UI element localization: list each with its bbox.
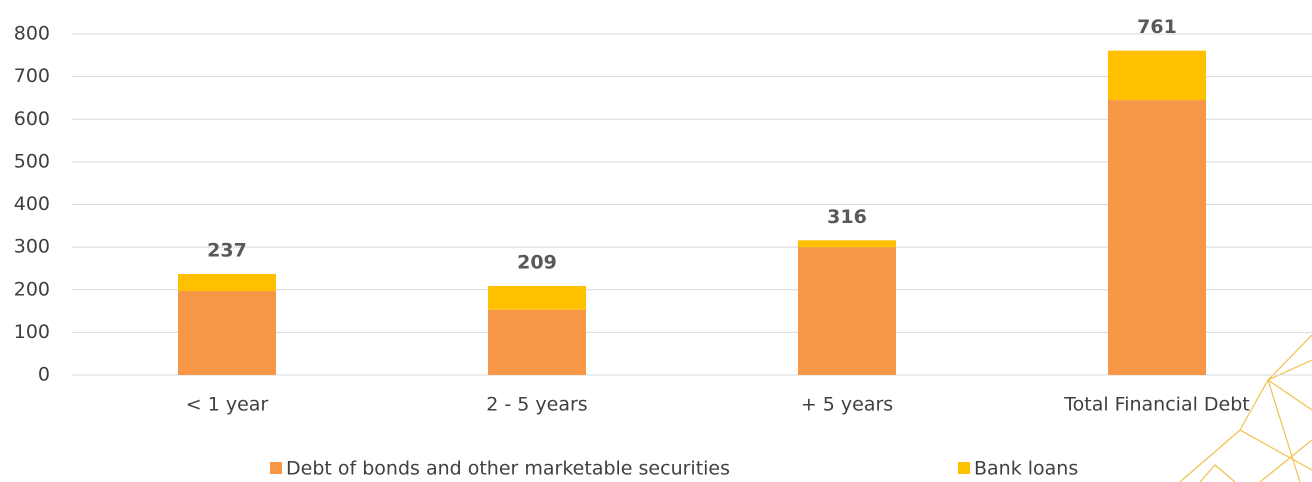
total-label: 237	[207, 239, 247, 261]
y-tick-label: 700	[14, 65, 50, 87]
y-tick-label: 0	[38, 364, 50, 386]
bar-segment	[1108, 100, 1206, 375]
y-tick-label: 500	[14, 150, 50, 172]
total-label: 761	[1137, 16, 1177, 38]
bar-segment	[488, 285, 586, 310]
bar-segment	[798, 247, 896, 375]
y-tick-label: 600	[14, 108, 50, 130]
y-tick-label: 300	[14, 236, 50, 258]
bar-segment	[488, 309, 586, 375]
y-tick-label: 200	[14, 278, 50, 300]
legend-label: Debt of bonds and other marketable secur…	[286, 458, 730, 480]
bar-segment	[798, 240, 896, 248]
total-label: 316	[827, 206, 867, 228]
legend-swatch	[958, 462, 970, 474]
bar-segment	[178, 291, 276, 375]
decoration	[1179, 334, 1312, 482]
bar-segment	[178, 273, 276, 292]
x-tick-label: + 5 years	[801, 394, 893, 416]
legend-label: Bank loans	[974, 458, 1078, 480]
total-label: 209	[517, 251, 557, 273]
x-tick-label: 2 - 5 years	[486, 394, 587, 416]
legend-swatch	[270, 462, 282, 474]
y-tick-label: 800	[14, 23, 50, 45]
bar-segment	[1108, 50, 1206, 101]
x-tick-label: < 1 year	[186, 394, 269, 416]
x-tick-label: Total Financial Debt	[1063, 394, 1249, 416]
y-tick-label: 100	[14, 321, 50, 343]
y-tick-label: 400	[14, 193, 50, 215]
